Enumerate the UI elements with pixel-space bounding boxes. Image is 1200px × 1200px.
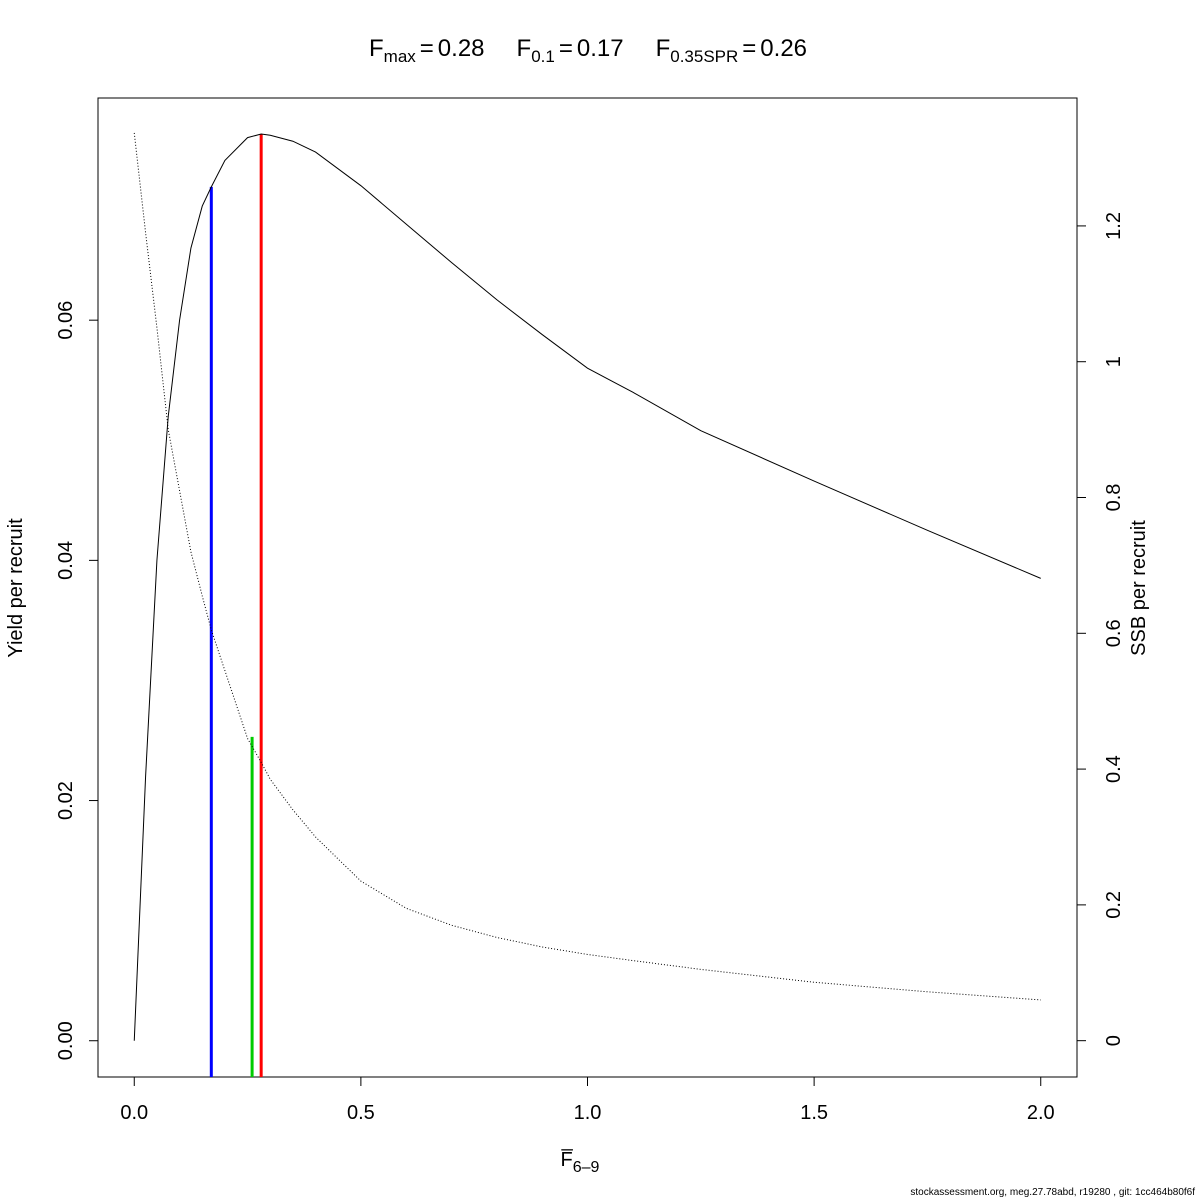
series-line xyxy=(133,133,1041,1041)
chart-title: Fmax = 0.28 F0.1 = 0.17 F0.35SPR = 0.26 xyxy=(369,35,807,66)
y2-tick-label: 0.6 xyxy=(1103,619,1125,647)
x-tick-label: 0.0 xyxy=(120,1102,148,1124)
x-axis-label: F̅6–9 xyxy=(561,1148,600,1176)
y2-tick-label: 1.2 xyxy=(1103,212,1125,240)
y2-tick-label: 0.4 xyxy=(1103,755,1125,783)
x-tick-label: 2.0 xyxy=(1027,1102,1055,1124)
y-tick-label: 0.02 xyxy=(55,781,77,820)
x-label-symbol: F̅ xyxy=(561,1148,574,1171)
title-subscript: 0.35SPR xyxy=(670,47,738,66)
title-symbol: F xyxy=(656,35,671,62)
y2-tick-label: 0 xyxy=(1103,1035,1125,1046)
title-subscript: max xyxy=(384,47,417,66)
y2-tick-label: 0.2 xyxy=(1103,891,1125,919)
y-tick-label: 0.04 xyxy=(55,541,77,580)
title-subscript: 0.1 xyxy=(531,47,555,66)
title-value: 0.17 xyxy=(577,35,624,62)
y2-axis-label: SSB per recruit xyxy=(1128,520,1150,656)
x-label-subscript: 6–9 xyxy=(573,1159,600,1176)
title-sign: = xyxy=(742,35,756,62)
x-tick-label: 1.0 xyxy=(574,1102,602,1124)
title-sign: = xyxy=(420,35,434,62)
y-axis-label: Yield per recruit xyxy=(5,518,27,658)
y2-tick-label: 0.8 xyxy=(1103,484,1125,512)
series-line xyxy=(133,132,1041,1001)
footer: stockassessment.org, meg.27.78abd, r1928… xyxy=(910,1187,1195,1198)
title-sign: = xyxy=(559,35,573,62)
title-symbol: F xyxy=(369,35,384,62)
plot-frame xyxy=(97,97,1078,1078)
x-tick-label: 1.5 xyxy=(800,1102,828,1124)
title-value: 0.26 xyxy=(760,35,807,62)
y-tick-label: 0.00 xyxy=(55,1021,77,1060)
title-value: 0.28 xyxy=(438,35,485,62)
y-tick-label: 0.06 xyxy=(55,301,77,340)
y2-tick-label: 1 xyxy=(1103,356,1125,367)
title-symbol: F xyxy=(517,35,532,62)
x-tick-label: 0.5 xyxy=(347,1102,375,1124)
